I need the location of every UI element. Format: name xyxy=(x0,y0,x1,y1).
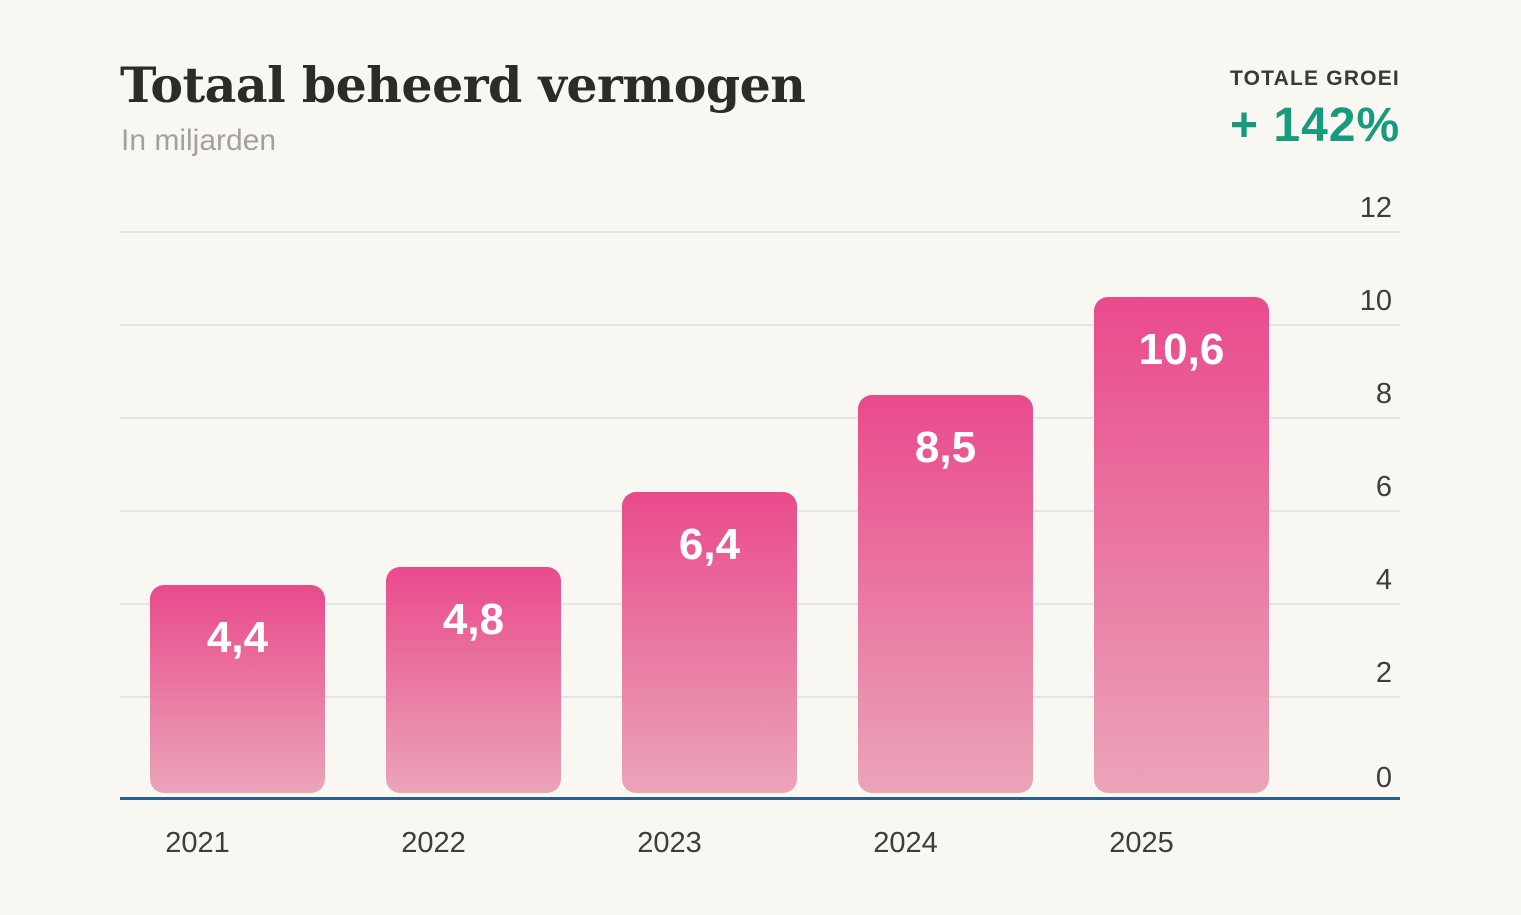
page-title: Totaal beheerd vermogen xyxy=(120,56,806,114)
total-growth-block: TOTALE GROEI + 142% xyxy=(1230,67,1400,153)
gridline-10 xyxy=(120,324,1400,326)
gridline-12 xyxy=(120,231,1400,233)
y-axis-tick-label-8: 8 xyxy=(1375,378,1392,410)
bar-2021: 4,4 xyxy=(150,585,325,793)
bar-value-label: 10,6 xyxy=(1138,325,1225,375)
bar-value-label: 8,5 xyxy=(914,422,977,472)
bar-2025: 10,6 xyxy=(1094,297,1269,793)
total-growth-value: + 142% xyxy=(1230,99,1401,152)
x-axis-label-2022: 2022 xyxy=(401,827,466,859)
y-axis-tick-label-12: 12 xyxy=(1359,192,1392,224)
bar-value-label: 4,4 xyxy=(206,613,269,663)
bar-2024: 8,5 xyxy=(858,394,1033,793)
x-axis-label-2023: 2023 xyxy=(637,827,702,859)
y-axis-tick-label-0: 0 xyxy=(1375,762,1392,794)
bar-value-label: 6,4 xyxy=(678,520,741,570)
bar-value-label: 4,8 xyxy=(442,594,505,644)
gridline-8 xyxy=(120,417,1400,419)
page-subtitle: In miljarden xyxy=(121,124,277,157)
total-growth-label: TOTALE GROEI xyxy=(1230,67,1400,90)
y-axis-tick-label-2: 2 xyxy=(1375,657,1392,689)
y-axis-tick-label-10: 10 xyxy=(1359,285,1392,317)
bar-2022: 4,8 xyxy=(386,566,561,793)
y-axis-tick-label-4: 4 xyxy=(1375,564,1392,596)
y-axis-tick-label-6: 6 xyxy=(1375,471,1392,503)
x-axis-label-2025: 2025 xyxy=(1109,827,1174,859)
bar-2023: 6,4 xyxy=(622,492,797,793)
x-axis-label-2024: 2024 xyxy=(873,827,938,859)
x-axis-line xyxy=(120,797,1400,800)
x-axis-label-2021: 2021 xyxy=(165,827,230,859)
